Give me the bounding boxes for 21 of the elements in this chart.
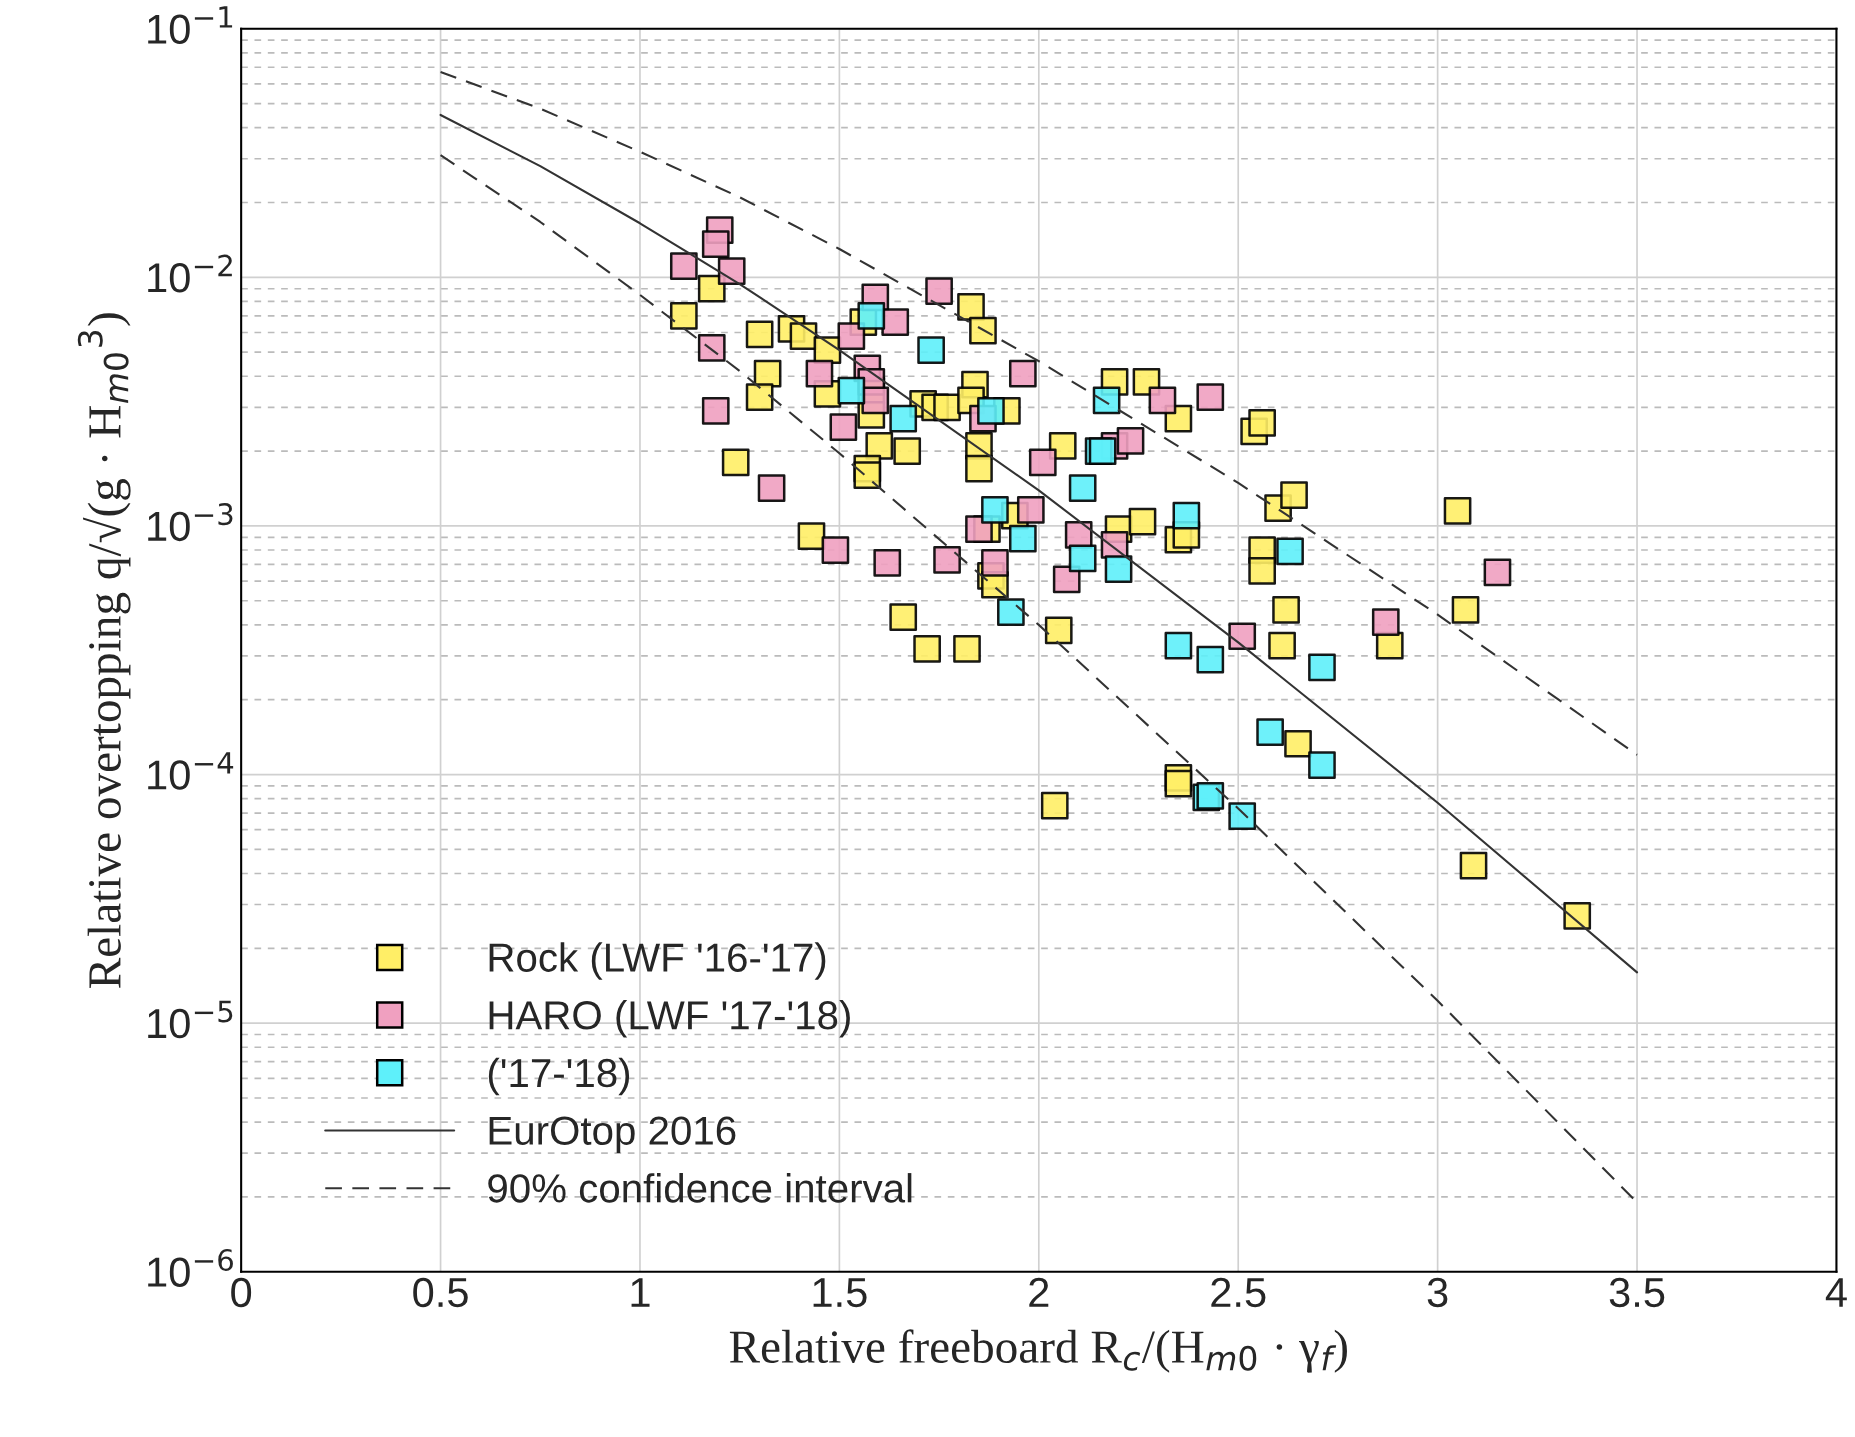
y-tick-label: 10$^{−5}$ <box>148 1000 233 1039</box>
x-axis-title: Relative freeboard R$_{c}$/(H$_{m0}$ · γ$_{f}$) <box>729 1329 1347 1373</box>
y-tick-label: 10$^{−2}$ <box>148 254 232 293</box>
legend-label: HARO (LWF '17-'18) <box>489 1000 850 1038</box>
x-tick-label: 3.5 <box>1609 1277 1665 1308</box>
legend-label: EurOtop 2016 <box>489 1116 736 1153</box>
x-tick-label: 1 <box>631 1278 650 1307</box>
x-tick-label: 2.5 <box>1211 1277 1266 1308</box>
legend-label: 90% confidence interval <box>488 1173 912 1203</box>
legend-label: Rock (LWF '16-'17) <box>489 942 826 980</box>
y-tick-label: 10$^{−3}$ <box>148 503 233 542</box>
y-axis-title: Relative overtopping q/√(g · H$_{m0}$$^{3}$) <box>77 313 131 988</box>
x-tick-label: 3 <box>1427 1277 1448 1308</box>
x-tick-label: 0.5 <box>413 1277 468 1308</box>
y-tick-label: 10$^{−4}$ <box>148 752 234 790</box>
x-tick-label: 1.5 <box>813 1278 867 1308</box>
x-tick-label: 4 <box>1825 1278 1847 1307</box>
legend-label: ('17-'18) <box>488 1057 630 1096</box>
x-tick-label: 2 <box>1029 1277 1049 1307</box>
y-tick-label: 10$^{−1}$ <box>148 6 233 44</box>
x-tick-label: 0 <box>231 1277 252 1308</box>
